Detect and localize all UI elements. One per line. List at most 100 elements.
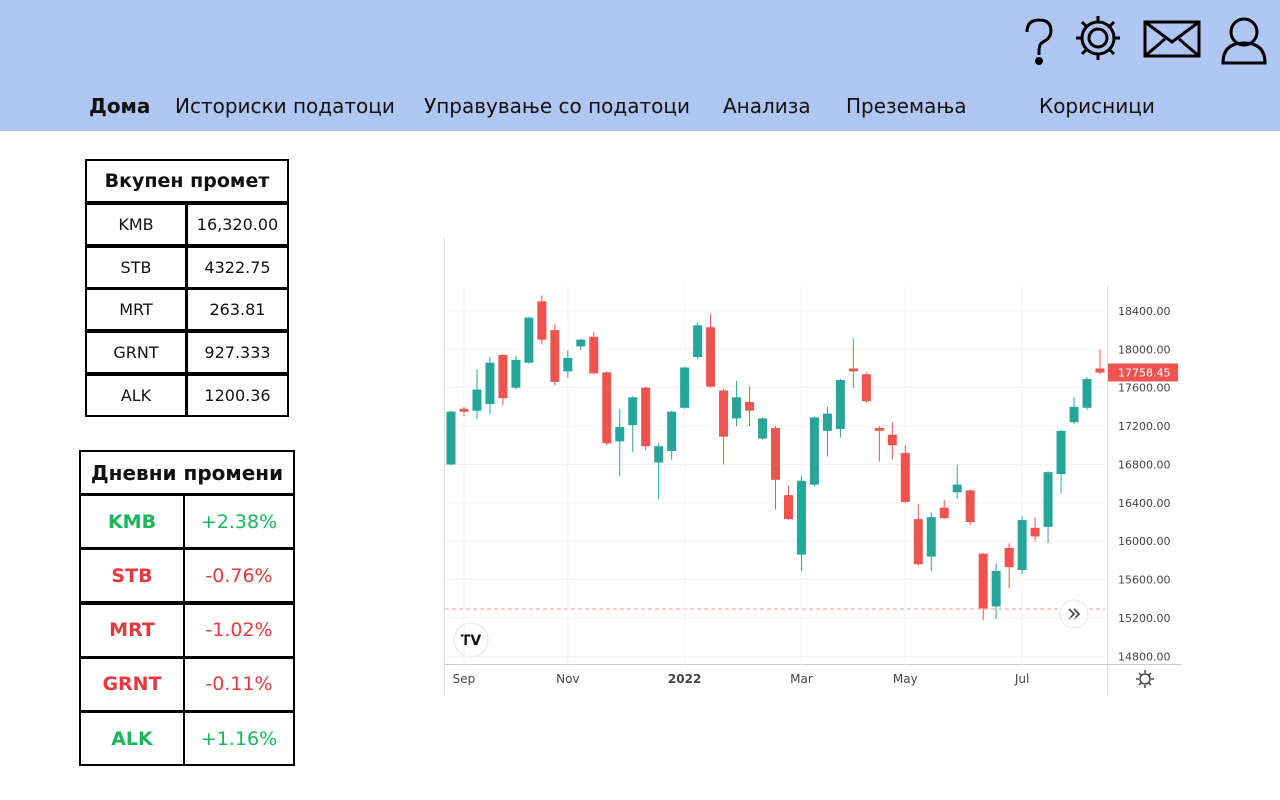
candle-body <box>887 434 897 446</box>
candle-body <box>952 484 962 493</box>
mail-icon[interactable] <box>1143 20 1201 58</box>
y-tick-label: 15200.00 <box>1118 612 1171 625</box>
candle-body <box>563 357 573 372</box>
candle-body <box>965 490 975 523</box>
table-title: Вкупен промет <box>85 159 289 203</box>
y-tick-label: 14800.00 <box>1118 650 1171 663</box>
y-tick-label: 18400.00 <box>1118 305 1171 318</box>
x-tick-label: Nov <box>556 672 579 686</box>
candle-body <box>809 417 819 485</box>
scroll-button[interactable] <box>1059 599 1089 629</box>
candle-body <box>1095 368 1105 373</box>
candle-body <box>835 380 845 429</box>
x-tick-label: 2022 <box>668 672 701 686</box>
ticker: MRT <box>79 602 185 658</box>
last-price-box <box>1108 363 1178 382</box>
candle-body <box>576 339 586 347</box>
candle-body <box>991 570 1001 607</box>
ticker: GRNT <box>85 331 187 375</box>
ticker: STB <box>85 245 187 289</box>
daily-change: -0.11% <box>183 656 295 712</box>
x-tick-label: Jul <box>1014 672 1029 686</box>
svg-text:TV: TV <box>461 633 482 649</box>
candle-body <box>745 402 755 411</box>
candle-body <box>446 411 456 465</box>
nav-item[interactable]: Дома <box>89 94 151 118</box>
candle-body <box>732 397 742 419</box>
candle-body <box>485 362 495 404</box>
turnover-value: 927.333 <box>186 331 289 375</box>
y-tick-label: 18000.00 <box>1118 343 1171 356</box>
candle-body <box>874 427 884 431</box>
x-tick-label: Sep <box>453 672 476 686</box>
y-tick-label: 16400.00 <box>1118 497 1171 510</box>
candle-body <box>1056 430 1066 475</box>
candle-body <box>771 427 780 480</box>
header-icons <box>1025 16 1267 65</box>
nav-item[interactable]: Преземања <box>846 94 967 118</box>
nav-item[interactable]: Корисници <box>1039 94 1155 118</box>
ticker: STB <box>79 548 185 604</box>
candle-body <box>706 327 716 387</box>
candle-body <box>926 517 936 557</box>
help-icon[interactable] <box>1025 18 1053 65</box>
candle-body <box>654 446 664 463</box>
nav-item[interactable]: Управување со податоци <box>424 94 690 118</box>
candle-body <box>628 397 638 426</box>
candle-body <box>498 355 508 399</box>
daily-change: -1.02% <box>183 602 295 658</box>
tv-logo: TV <box>453 622 489 658</box>
ticker: ALK <box>79 711 185 767</box>
table-title: Дневни промени <box>79 450 295 495</box>
y-tick-label: 16800.00 <box>1118 458 1171 471</box>
candle-body <box>1030 527 1040 537</box>
candle-body <box>913 519 923 565</box>
candle-body <box>796 480 806 555</box>
y-tick-label: 17600.00 <box>1118 382 1171 395</box>
candle-body <box>537 301 547 340</box>
turnover-value: 263.81 <box>186 288 289 332</box>
candle-body <box>1004 547 1014 568</box>
chart-settings[interactable] <box>1136 670 1154 688</box>
candle-body <box>589 336 599 374</box>
candle-body <box>602 372 612 444</box>
ticker: KMB <box>85 203 187 246</box>
settings-icon[interactable] <box>1076 16 1120 60</box>
y-tick-label: 16000.00 <box>1118 535 1171 548</box>
nav-item[interactable]: Историски податоци <box>175 94 395 118</box>
candle-body <box>861 374 871 402</box>
candle-body <box>550 330 560 382</box>
last-price-label: 17758.45 <box>1118 366 1171 379</box>
turnover-value: 16,320.00 <box>186 203 289 246</box>
candle-body <box>1043 472 1053 527</box>
header: Дома Историски податоци Управување со по… <box>0 0 1280 131</box>
candle-body <box>641 387 651 447</box>
candle-body <box>1017 520 1027 570</box>
candle-body <box>511 359 521 388</box>
y-tick-label: 17200.00 <box>1118 420 1171 433</box>
nav-item[interactable]: Анализа <box>723 94 811 118</box>
candle-body <box>693 325 703 357</box>
ticker: KMB <box>79 494 185 549</box>
candle-body <box>459 408 469 412</box>
candle-body <box>667 411 677 452</box>
turnover-value: 1200.36 <box>186 373 289 417</box>
candle-body <box>758 418 768 439</box>
candle-body <box>978 553 988 609</box>
x-tick-label: May <box>893 672 918 686</box>
candle-body <box>1069 406 1079 423</box>
candle-body <box>1082 379 1092 408</box>
x-tick-label: Mar <box>790 672 813 686</box>
candle-body <box>472 389 482 411</box>
y-tick-label: 15600.00 <box>1118 574 1171 587</box>
user-icon[interactable] <box>1221 17 1267 65</box>
candle-body <box>822 413 832 431</box>
daily-change: +1.16% <box>183 711 295 767</box>
daily-change: -0.76% <box>183 548 295 604</box>
ticker: MRT <box>85 288 187 332</box>
candle-body <box>848 368 858 372</box>
ticker: ALK <box>85 373 187 417</box>
candle-body <box>615 427 625 442</box>
candle-body <box>783 495 793 520</box>
